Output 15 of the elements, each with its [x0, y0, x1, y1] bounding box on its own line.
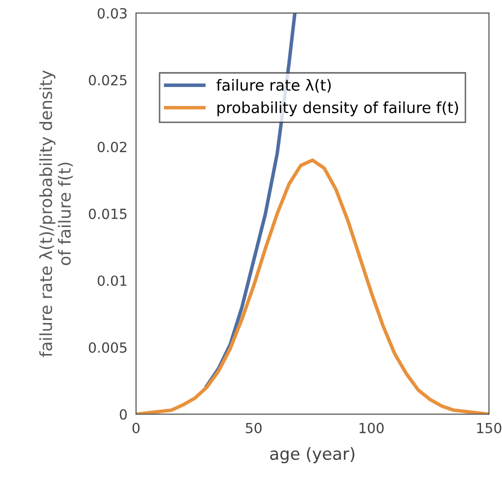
x-tick-label: 100 — [360, 422, 384, 434]
x-tick-label: 50 — [246, 422, 262, 434]
y-tick-label: 0.005 — [88, 342, 126, 353]
x-tick-label: 150 — [477, 422, 502, 434]
y-tick-label: 0.025 — [88, 74, 126, 86]
y-tick-label: 0.03 — [98, 8, 127, 19]
legend-label: probability density of failure f(t) — [217, 101, 458, 116]
x-axis-title: age (year) — [270, 447, 354, 464]
y-tick-label: 0.02 — [98, 142, 126, 152]
y-tick-label: 0.015 — [88, 208, 126, 220]
y-axis-title: failure rate λ(t)/probability density of failure f(t) — [39, 70, 73, 357]
y-tick-label: 0 — [120, 409, 127, 420]
x-tick-label: 0 — [132, 422, 140, 434]
legend-label: failure rate λ(t) — [216, 78, 331, 93]
y-tick-label: 0.01 — [98, 275, 126, 286]
